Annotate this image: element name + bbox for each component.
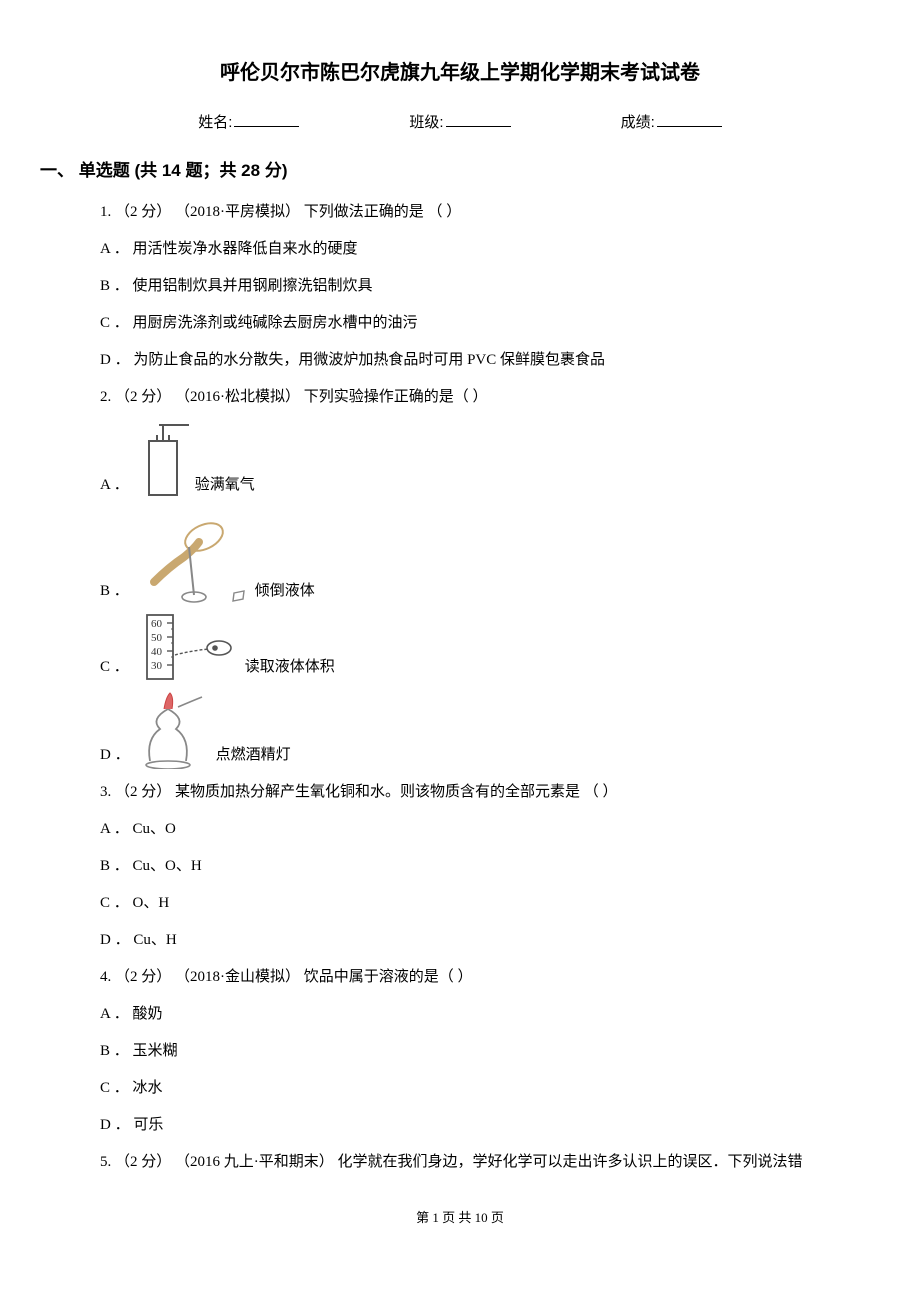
lighting-alcohol-lamp-icon xyxy=(140,689,210,769)
q3-option-b: B ． Cu、O、H xyxy=(100,853,850,880)
question-5: 5. （2 分） （2016 九上·平和期末） 化学就在我们身边，学好化学可以走… xyxy=(70,1149,850,1176)
svg-text:50: 50 xyxy=(151,632,163,644)
q2-option-b: B ． 倾倒液体 xyxy=(100,507,850,605)
class-blank xyxy=(446,109,511,127)
question-2: 2. （2 分） （2016·松北模拟） 下列实验操作正确的是（ ） A ． 验… xyxy=(70,384,850,769)
score-label: 成绩: xyxy=(621,109,655,136)
q4-option-c: C ． 冰水 xyxy=(100,1075,850,1102)
bottle-oxygen-test-icon xyxy=(139,421,189,499)
q2-stem: 2. （2 分） （2016·松北模拟） 下列实验操作正确的是（ ） xyxy=(100,384,850,411)
q2-c-suffix: 读取液体体积 xyxy=(245,654,335,681)
q1-stem: 1. （2 分） （2018·平房模拟） 下列做法正确的是 （ ） xyxy=(100,199,850,226)
page-title: 呼伦贝尔市陈巴尔虎旗九年级上学期化学期末考试试卷 xyxy=(70,55,850,91)
section-header: 一、 单选题 (共 14 题；共 28 分) xyxy=(40,156,850,187)
q1-option-d: D ． 为防止食品的水分散失，用微波炉加热食品时可用 PVC 保鲜膜包裹食品 xyxy=(100,347,850,374)
q2-option-a: A ． 验满氧气 xyxy=(100,421,850,499)
question-4: 4. （2 分） （2018·金山模拟） 饮品中属于溶液的是（ ） A ． 酸奶… xyxy=(70,964,850,1139)
q3-stem: 3. （2 分） 某物质加热分解产生氧化铜和水。则该物质含有的全部元素是 （ ） xyxy=(100,779,850,806)
q2-option-d: D ． 点燃酒精灯 xyxy=(100,689,850,769)
q2-a-suffix: 验满氧气 xyxy=(195,472,255,499)
q4-option-a: A ． 酸奶 xyxy=(100,1001,850,1028)
score-field: 成绩: xyxy=(621,109,722,136)
q5-stem: 5. （2 分） （2016 九上·平和期末） 化学就在我们身边，学好化学可以走… xyxy=(100,1149,850,1176)
svg-text:40: 40 xyxy=(151,646,163,658)
class-label: 班级: xyxy=(409,109,443,136)
graduated-cylinder-reading-icon: 60 50 40 30 xyxy=(139,613,239,681)
info-row: 姓名: 班级: 成绩: xyxy=(70,109,850,136)
q2-b-prefix: B ． xyxy=(100,578,129,605)
page-footer: 第 1 页 共 10 页 xyxy=(70,1206,850,1229)
name-label: 姓名: xyxy=(198,109,232,136)
q1-option-c: C ． 用厨房洗涤剂或纯碱除去厨房水槽中的油污 xyxy=(100,310,850,337)
svg-text:60: 60 xyxy=(151,618,163,630)
q3-option-a: A ． Cu、O xyxy=(100,816,850,843)
q2-option-c: C ． 60 50 40 30 读取液体体积 xyxy=(100,613,850,681)
q3-option-d: D ． Cu、H xyxy=(100,927,850,954)
q1-option-b: B ． 使用铝制炊具并用钢刷擦洗铝制炊具 xyxy=(100,273,850,300)
pouring-liquid-icon xyxy=(139,507,249,605)
class-field: 班级: xyxy=(409,109,510,136)
q2-a-prefix: A ． xyxy=(100,472,129,499)
q2-c-prefix: C ． xyxy=(100,654,129,681)
question-3: 3. （2 分） 某物质加热分解产生氧化铜和水。则该物质含有的全部元素是 （ ）… xyxy=(70,779,850,954)
q4-option-b: B ． 玉米糊 xyxy=(100,1038,850,1065)
q1-option-a: A ． 用活性炭净水器降低自来水的硬度 xyxy=(100,236,850,263)
score-blank xyxy=(657,109,722,127)
q2-b-suffix: 倾倒液体 xyxy=(255,578,315,605)
question-1: 1. （2 分） （2018·平房模拟） 下列做法正确的是 （ ） A ． 用活… xyxy=(70,199,850,374)
q2-d-prefix: D ． xyxy=(100,742,130,769)
name-field: 姓名: xyxy=(198,109,299,136)
svg-text:30: 30 xyxy=(151,660,163,672)
name-blank xyxy=(234,109,299,127)
q4-stem: 4. （2 分） （2018·金山模拟） 饮品中属于溶液的是（ ） xyxy=(100,964,850,991)
q2-d-suffix: 点燃酒精灯 xyxy=(216,742,291,769)
q3-option-c: C ． O、H xyxy=(100,890,850,917)
q4-option-d: D ． 可乐 xyxy=(100,1112,850,1139)
